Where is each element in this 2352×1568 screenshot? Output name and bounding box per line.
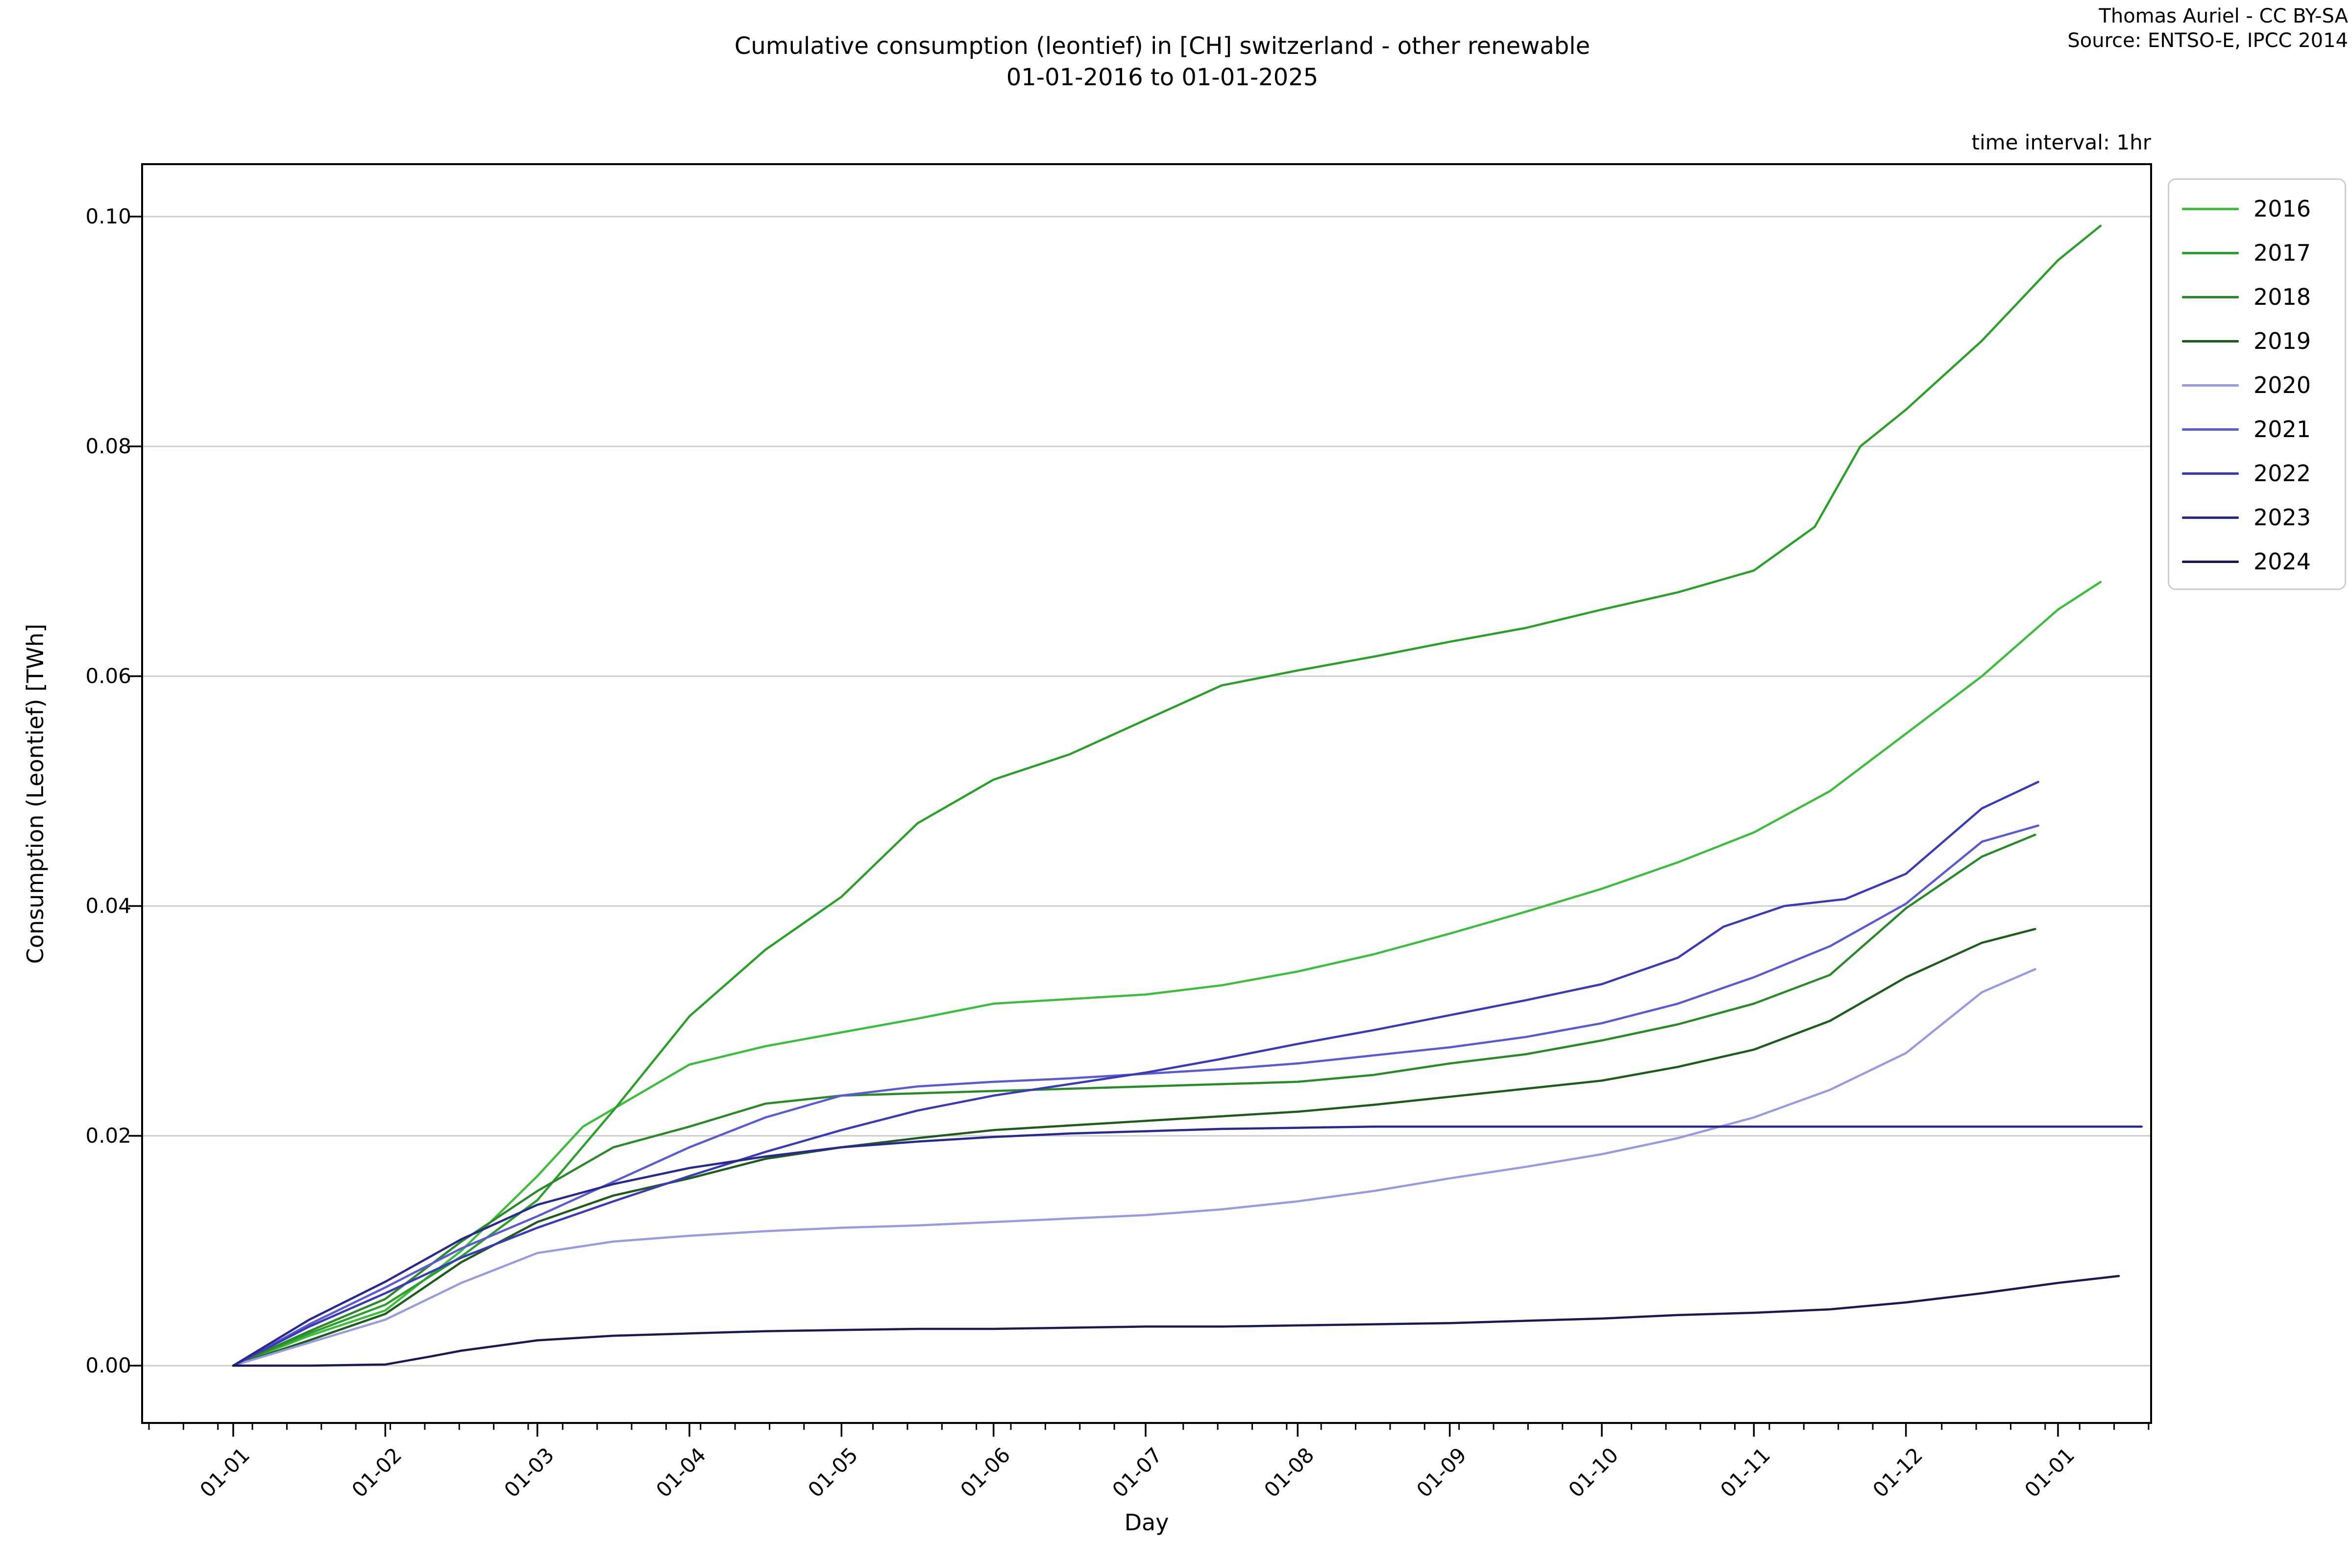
series-line-2024	[232, 1274, 2120, 1367]
legend-item-2022: 2022	[2182, 451, 2345, 495]
series-line-2021	[232, 824, 2039, 1367]
y-tick-label: 0.06	[85, 664, 131, 688]
legend-item-2021: 2021	[2182, 407, 2345, 451]
legend-label: 2019	[2254, 328, 2311, 354]
legend-line-swatch	[2182, 384, 2239, 387]
legend-label: 2016	[2254, 196, 2311, 222]
time-interval-note: time interval: 1hr	[1971, 130, 2151, 154]
plot-border	[141, 163, 2152, 1424]
legend-line-swatch	[2182, 251, 2239, 254]
legend-line-swatch	[2182, 340, 2239, 343]
chart-title-line1: Cumulative consumption (leontief) in [CH…	[734, 32, 1591, 60]
chart-title-line2: 01-01-2016 to 01-01-2025	[1006, 64, 1319, 91]
legend: 2016 2017 2018 2019 2020 2021 2022 2023 2024	[2168, 178, 2346, 590]
legend-line-swatch	[2182, 428, 2239, 431]
legend-item-2018: 2018	[2182, 275, 2345, 319]
series-line-2018	[232, 833, 2036, 1367]
series-line-2016	[232, 581, 2102, 1367]
series-line-2022	[232, 781, 2039, 1367]
y-tick-label: 0.00	[85, 1353, 131, 1377]
legend-item-2024: 2024	[2182, 539, 2345, 584]
legend-item-2017: 2017	[2182, 231, 2345, 275]
legend-item-2020: 2020	[2182, 363, 2345, 407]
legend-item-2016: 2016	[2182, 187, 2345, 231]
attribution-author: Thomas Auriel - CC BY-SA	[2099, 5, 2348, 27]
legend-line-swatch	[2182, 472, 2239, 475]
legend-item-2023: 2023	[2182, 495, 2345, 539]
attribution-source: Source: ENTSO-E, IPCC 2014	[2067, 29, 2348, 52]
legend-label: 2017	[2254, 240, 2311, 266]
x-axis-label: Day	[1124, 1509, 1169, 1536]
y-tick-label: 0.02	[85, 1124, 131, 1148]
legend-label: 2020	[2254, 372, 2311, 398]
legend-line-swatch	[2182, 560, 2239, 563]
legend-item-2019: 2019	[2182, 319, 2345, 363]
legend-line-swatch	[2182, 295, 2239, 298]
series-line-2023	[232, 1125, 2143, 1367]
attribution: Thomas Auriel - CC BY-SA Source: ENTSO-E…	[2067, 4, 2348, 53]
legend-label: 2022	[2254, 460, 2311, 487]
legend-label: 2018	[2254, 284, 2311, 310]
legend-line-swatch	[2182, 207, 2239, 210]
y-tick-label: 0.08	[85, 434, 131, 458]
y-tick-label: 0.10	[85, 204, 131, 228]
legend-label: 2024	[2254, 548, 2311, 575]
legend-label: 2021	[2254, 416, 2311, 442]
y-tick-label: 0.04	[85, 894, 131, 918]
series-line-2019	[232, 928, 2036, 1367]
series-line-2020	[232, 968, 2036, 1367]
legend-line-swatch	[2182, 516, 2239, 519]
series-line-2017	[232, 224, 2102, 1367]
legend-label: 2023	[2254, 504, 2311, 531]
chart-title: Cumulative consumption (leontief) in [CH…	[735, 30, 1590, 93]
